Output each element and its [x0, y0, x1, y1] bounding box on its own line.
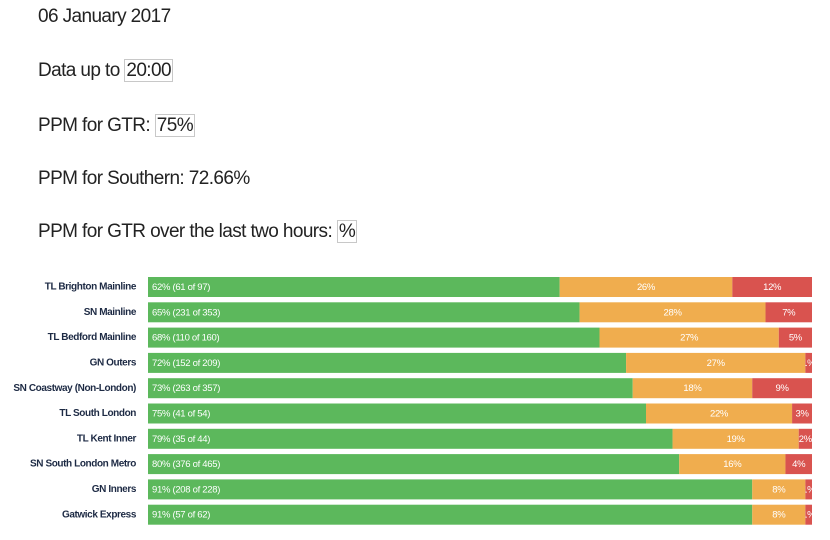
date: 06 January 2017 [38, 6, 171, 27]
category-label: TL Bedford Mainline [48, 332, 137, 343]
segment-label: 1% [802, 510, 816, 521]
data-up-to: Data up to 20:00 [38, 59, 173, 82]
category-label: TL Brighton Mainline [45, 282, 137, 293]
ppm-southern: PPM for Southern: 72.66% [38, 168, 250, 189]
segment-label: 68% (110 of 160) [152, 333, 220, 344]
bar-segment [148, 352, 627, 373]
bar-segment [778, 327, 812, 348]
bar-segment [148, 327, 600, 348]
time-field[interactable]: 20:00 [124, 59, 173, 82]
ppm-field[interactable]: 75% [154, 114, 196, 137]
bar-segment [752, 479, 806, 500]
bar-segment [752, 504, 806, 525]
category-label: TL South London [59, 408, 136, 419]
bar-segment [579, 302, 766, 323]
ppm-gtr: PPM for GTR: 75% [38, 114, 196, 137]
bar-segment [148, 277, 560, 297]
chart: TL Brighton Mainline 62% (61 of 97) 26% 12%… [13, 277, 816, 525]
bar-segment [765, 302, 812, 323]
category-label: SN South London Metro [30, 459, 136, 470]
ppm-gtr-two-hours: PPM for GTR over the last two hours: % [38, 220, 358, 243]
segment-label: 12% [763, 282, 782, 293]
bar-segment [785, 454, 812, 475]
segment-label: 28% [663, 307, 682, 318]
segment-label: 79% (35 of 44) [152, 434, 210, 445]
segment-label: 1% [802, 484, 816, 495]
segment-label: 72% (152 of 209) [152, 358, 220, 369]
bar-segment [148, 403, 646, 424]
bar-segment [148, 378, 633, 399]
bar-segment [646, 403, 793, 424]
bar-segment [148, 504, 753, 525]
segment-label: 8% [772, 484, 786, 495]
segment-label: 22% [710, 409, 729, 420]
segment-label: 18% [683, 383, 702, 394]
bar-segment [792, 403, 812, 424]
segment-label: 2% [799, 434, 813, 445]
bar-segment [805, 504, 812, 525]
segment-label: 91% (208 of 228) [152, 484, 220, 495]
segment-label: 80% (376 of 465) [152, 459, 220, 470]
segment-label: 5% [789, 333, 803, 344]
category-label: GN Outers [90, 358, 137, 369]
bar-segment [732, 277, 812, 297]
bar-segment [626, 352, 806, 373]
category-label: SN Coastway (Non-London) [13, 383, 136, 394]
bar-segment [798, 428, 812, 449]
segment-label: 3% [795, 409, 809, 420]
segment-label: 27% [680, 333, 699, 344]
bar-segment [148, 454, 680, 475]
segment-label: 8% [772, 510, 786, 521]
segment-label: 65% (231 of 353) [152, 307, 220, 318]
segment-label: 75% (41 of 54) [152, 409, 210, 420]
category-label: GN Inners [92, 484, 137, 495]
ppm-field[interactable]: % [336, 220, 358, 243]
label: Data up to [38, 60, 120, 81]
label: PPM for GTR: [38, 115, 151, 136]
bar-segment [559, 277, 733, 297]
category-label: TL Kent Inner [77, 433, 137, 444]
label: PPM for GTR over the last two hours: [38, 221, 333, 242]
bar-segment [679, 454, 786, 475]
segment-label: 62% (61 of 97) [152, 282, 210, 293]
segment-label: 19% [727, 434, 746, 445]
segment-label: 26% [637, 282, 656, 293]
bar-segment [148, 428, 673, 449]
segment-label: 1% [802, 358, 816, 369]
bar-segment [805, 479, 812, 500]
bar-segment [752, 378, 812, 399]
segment-label: 7% [782, 307, 796, 318]
bar-segment [599, 327, 779, 348]
bar-segment [632, 378, 753, 399]
bar-segment [672, 428, 799, 449]
category-label: SN Mainline [84, 307, 137, 318]
bar-segment [805, 352, 812, 373]
bar-segment [148, 479, 753, 500]
category-label: Gatwick Express [62, 509, 137, 520]
segment-label: 4% [792, 459, 806, 470]
segment-label: 91% (57 of 62) [152, 510, 210, 521]
bar-segment [148, 302, 580, 323]
segment-label: 9% [776, 383, 790, 394]
segment-label: 73% (263 of 357) [152, 383, 220, 394]
segment-label: 27% [707, 358, 726, 369]
segment-label: 16% [723, 459, 742, 470]
